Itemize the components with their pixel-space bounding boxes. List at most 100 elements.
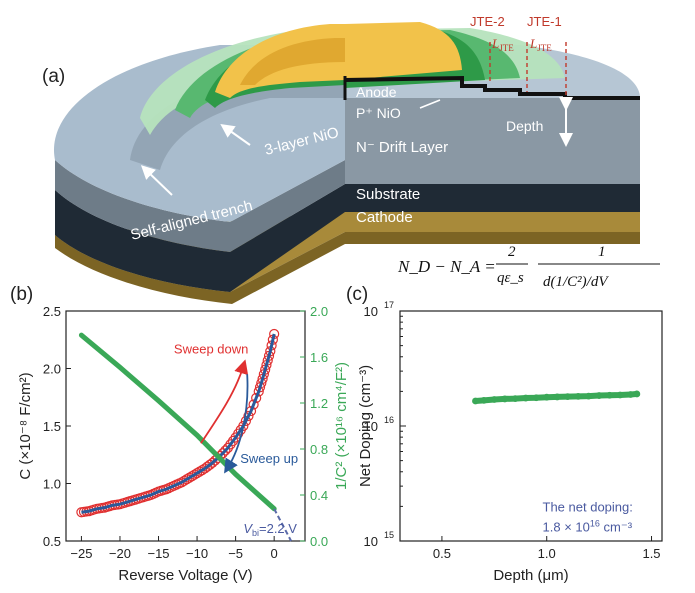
y-right-tick-label: 0.0 bbox=[310, 534, 328, 549]
y-left-tick-label: 2.5 bbox=[43, 304, 61, 319]
doping-annotation-line2: 1.8 × 1016 cm⁻³ bbox=[543, 519, 633, 535]
nio-pointer bbox=[220, 123, 251, 146]
ljte2-label: LJTE bbox=[491, 36, 514, 53]
y-tick-label: 10 bbox=[364, 419, 378, 434]
net-doping-point bbox=[501, 395, 509, 403]
inv-c2-line bbox=[78, 332, 277, 512]
c-sweep-down-point bbox=[222, 442, 234, 453]
c-sweep-up-line bbox=[81, 333, 276, 514]
c-sweep-down-point bbox=[186, 471, 198, 482]
c-sweep-down-point bbox=[191, 468, 203, 479]
net-doping-point bbox=[585, 392, 593, 400]
y-right-axis-label: 1/C² (×10¹⁶ cm⁴/F²) bbox=[333, 362, 350, 490]
x-tick-label: 0.5 bbox=[433, 546, 451, 561]
net-doping-point bbox=[490, 396, 498, 403]
sweep-down-label: Sweep down bbox=[174, 342, 248, 357]
eq-lhs: N_D − N_A = bbox=[397, 257, 496, 276]
eq-den2: d(1/C²)/dV bbox=[543, 274, 609, 290]
c-sweep-down-point bbox=[202, 461, 213, 472]
c-sweep-down-point bbox=[189, 469, 200, 480]
c-sweep-down-point bbox=[248, 399, 259, 410]
y-tick-exponent: 17 bbox=[384, 300, 394, 310]
eq-num2: 1 bbox=[598, 244, 606, 260]
y-right-tick-label: 1.6 bbox=[310, 350, 328, 365]
x-axis-label: Reverse Voltage (V) bbox=[118, 567, 252, 584]
c-sweep-down-point bbox=[227, 435, 239, 447]
cathode-label: Cathode bbox=[356, 209, 413, 226]
net-doping-point bbox=[553, 393, 561, 401]
net-doping-point bbox=[543, 393, 551, 401]
panel-c-chart: 0.5 1.0 1.5 10 15 10 16 10 17 Depth (μm) Net Dopin… bbox=[357, 300, 663, 584]
c-sweep-down-point bbox=[184, 472, 195, 483]
net-doping-point bbox=[532, 394, 540, 402]
trench-pointer bbox=[140, 165, 173, 196]
x-tick-label: −5 bbox=[228, 546, 243, 561]
y-left-tick-label: 2.0 bbox=[43, 362, 61, 377]
panel-a-label: (a) bbox=[42, 66, 65, 87]
net-doping-point bbox=[480, 396, 488, 404]
c-sweep-down-point bbox=[225, 439, 236, 450]
y-left-tick-label: 1.0 bbox=[43, 477, 61, 492]
c-sweep-down-point bbox=[179, 475, 190, 486]
y-left-tick-label: 0.5 bbox=[43, 534, 61, 549]
ljte1-label: LJTE bbox=[529, 36, 552, 53]
y-tick-exponent: 16 bbox=[384, 415, 394, 425]
c-sweep-down-point bbox=[197, 464, 208, 476]
y-axis-label: Net Doping (cm⁻³) bbox=[357, 365, 374, 487]
net-doping-point bbox=[616, 391, 624, 399]
net-doping-point bbox=[522, 394, 530, 402]
x-tick-label: −15 bbox=[147, 546, 169, 561]
net-doping-point bbox=[511, 395, 519, 403]
net-doping-point bbox=[633, 390, 641, 398]
y-right-tick-label: 2.0 bbox=[310, 304, 328, 319]
c-sweep-down-point bbox=[243, 410, 254, 422]
depth-label: Depth bbox=[506, 118, 543, 134]
x-tick-label: −25 bbox=[70, 546, 92, 561]
jte2-label: JTE-2 bbox=[470, 14, 505, 29]
c-sweep-down-point bbox=[251, 392, 262, 404]
y-right-tick-label: 0.8 bbox=[310, 442, 328, 457]
doping-equation: N_D − N_A = 2 qε_s 1 d(1/C²)/dV bbox=[397, 244, 660, 290]
jte1-label: JTE-1 bbox=[527, 14, 562, 29]
x-tick-label: 1.0 bbox=[538, 546, 556, 561]
doping-annotation-line1: The net doping: bbox=[543, 500, 633, 515]
substrate-label: Substrate bbox=[356, 186, 420, 203]
y-tick-label: 10 bbox=[364, 534, 378, 549]
drift-label: N⁻ Drift Layer bbox=[356, 139, 448, 156]
eq-num1: 2 bbox=[508, 244, 516, 260]
panel-a-device bbox=[53, 22, 640, 304]
y-tick-exponent: 15 bbox=[384, 530, 394, 540]
panel-b-label: (b) bbox=[10, 284, 33, 305]
x-tick-label: −10 bbox=[186, 546, 208, 561]
net-doping-point bbox=[564, 393, 572, 401]
y-left-axis-label: C (×10⁻⁸ F/cm²) bbox=[17, 372, 34, 479]
x-tick-label: 0 bbox=[271, 546, 278, 561]
c-sweep-down-point bbox=[199, 463, 210, 474]
sweep-up-arrow bbox=[224, 374, 249, 474]
sweep-up-label: Sweep up bbox=[240, 451, 298, 466]
y-left-tick-label: 1.5 bbox=[43, 419, 61, 434]
x-tick-label: 1.5 bbox=[642, 546, 660, 561]
c-sweep-down-point bbox=[173, 478, 185, 489]
vbi-fit-line bbox=[273, 508, 293, 542]
y-right-tick-label: 1.2 bbox=[310, 396, 328, 411]
sweep-down-arrow bbox=[200, 359, 249, 444]
vbi-label: Vbi=2.2 V bbox=[243, 521, 297, 538]
net-doping-point bbox=[472, 397, 479, 405]
y-right-tick-label: 0.4 bbox=[310, 488, 328, 503]
y-tick-label: 10 bbox=[364, 304, 378, 319]
net-doping-point bbox=[606, 391, 613, 399]
c-sweep-down-point bbox=[220, 445, 231, 456]
net-doping-point bbox=[595, 392, 603, 399]
pnio-pointer bbox=[419, 99, 441, 109]
net-doping-point bbox=[627, 391, 634, 398]
panel-b-chart: −25 −20 −15 −10 −5 0 0.5 1.0 1.5 2.0 2.5 0.0 0.4 0.8 1… bbox=[17, 304, 350, 584]
anode-label: Anode bbox=[356, 84, 397, 100]
c-sweep-down-point bbox=[181, 474, 192, 485]
panel-c-label: (c) bbox=[346, 284, 368, 305]
x-axis-label: Depth (μm) bbox=[493, 567, 568, 584]
c-sweep-down-point bbox=[194, 466, 205, 477]
eq-den1: qε_s bbox=[497, 270, 524, 286]
substrate-layer bbox=[55, 184, 640, 292]
